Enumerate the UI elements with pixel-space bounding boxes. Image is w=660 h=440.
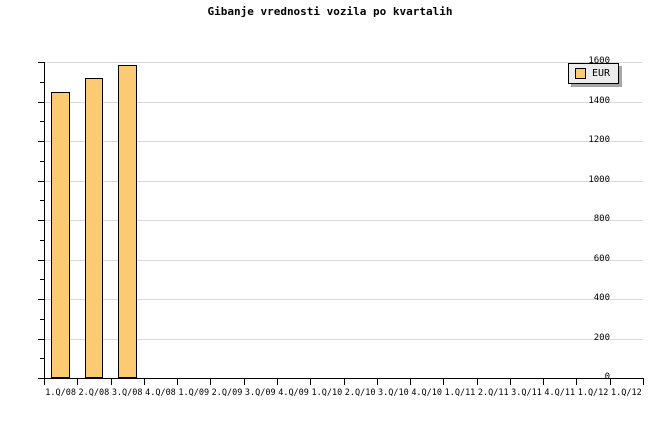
y-axis-tick-minor xyxy=(40,279,44,281)
x-axis-label: 2.Q/08 xyxy=(78,388,110,398)
y-axis-tick-major xyxy=(38,338,44,340)
y-axis-tick-minor xyxy=(40,200,44,202)
x-axis-tick xyxy=(377,379,378,385)
bar xyxy=(117,64,137,378)
y-axis-label: 1200 xyxy=(588,135,610,145)
gridline xyxy=(44,62,643,63)
y-axis-tick-major xyxy=(38,299,44,300)
x-axis-label: 3.Q/11 xyxy=(511,388,542,398)
gridline xyxy=(44,299,643,300)
gridline xyxy=(44,220,643,221)
x-axis-label: 4.Q/10 xyxy=(411,388,443,398)
x-axis-tick xyxy=(576,379,577,385)
bar xyxy=(84,77,104,378)
y-axis-label: 600 xyxy=(593,253,610,264)
x-axis-tick xyxy=(344,379,345,385)
x-axis-tick xyxy=(177,379,178,385)
x-axis-label: 4.Q/08 xyxy=(145,388,176,398)
chart-title: Gibanje vrednosti vozila po kvartalih xyxy=(207,5,453,18)
y-axis-tick-minor xyxy=(40,160,44,162)
legend-swatch-eur xyxy=(575,68,586,79)
x-axis-label: 3.Q/10 xyxy=(378,388,409,398)
x-axis-label: 1.Q/12 xyxy=(610,388,642,398)
y-axis-tick-major xyxy=(38,180,44,182)
y-axis-tick-minor xyxy=(40,358,44,360)
x-axis-tick xyxy=(610,379,611,385)
x-axis-label: 2.Q/09 xyxy=(211,388,243,398)
y-axis-tick-major xyxy=(38,220,44,221)
x-axis-tick xyxy=(643,379,644,385)
x-axis-tick xyxy=(244,379,245,385)
y-axis-label: 200 xyxy=(593,332,610,343)
x-axis-tick xyxy=(443,379,444,385)
y-axis-label: 1000 xyxy=(588,174,610,185)
y-axis-tick-minor xyxy=(40,239,44,241)
x-axis-tick xyxy=(410,379,411,385)
x-axis-tick xyxy=(477,379,478,385)
x-axis-ticks xyxy=(44,379,644,386)
y-axis-tick-major xyxy=(38,141,44,142)
y-axis-tick-minor xyxy=(40,121,44,123)
y-axis-label: 0 xyxy=(604,372,610,382)
y-axis-tick-major xyxy=(38,378,44,379)
x-axis-tick xyxy=(277,379,278,385)
x-axis-label: 4.Q/11 xyxy=(544,388,576,398)
x-axis-label: 3.Q/08 xyxy=(111,388,143,398)
y-axis-tick-major xyxy=(38,101,44,103)
bar xyxy=(51,91,70,378)
chart-legend[interactable]: EUR xyxy=(568,63,620,84)
x-axis-tick xyxy=(111,379,112,385)
x-axis-tick xyxy=(144,379,145,385)
x-axis-label: 3.Q/09 xyxy=(244,388,276,398)
y-axis-label: 1600 xyxy=(588,56,610,66)
y-axis-tick-major xyxy=(38,259,44,261)
x-axis-label: 1.Q/08 xyxy=(45,388,76,398)
gridline xyxy=(44,180,643,182)
x-axis-label: 2.Q/11 xyxy=(477,388,509,398)
plot-area xyxy=(44,62,643,379)
x-axis-label: 2.Q/10 xyxy=(344,388,376,398)
legend-label-eur: EUR xyxy=(592,68,611,79)
x-axis-tick xyxy=(210,379,211,385)
y-axis-tick-minor xyxy=(40,81,44,83)
y-axis-tick-major xyxy=(38,62,44,63)
y-axis-label: 800 xyxy=(593,214,610,224)
gridline xyxy=(44,101,643,103)
x-axis-label: 1.Q/12 xyxy=(577,388,609,398)
x-axis-label: 1.Q/09 xyxy=(178,388,210,398)
x-axis-tick xyxy=(543,379,544,385)
x-axis-tick xyxy=(310,379,311,385)
x-axis-line xyxy=(44,378,644,379)
y-axis-label: 1400 xyxy=(588,95,610,106)
y-axis-tick-minor xyxy=(40,318,44,320)
x-axis-label: 1.Q/11 xyxy=(444,388,476,398)
x-axis-tick xyxy=(510,379,511,385)
x-axis-label: 4.Q/09 xyxy=(278,388,309,398)
x-axis-label: 1.Q/10 xyxy=(311,388,343,398)
x-axis-tick xyxy=(77,379,78,385)
y-axis-ticks xyxy=(0,62,44,379)
x-axis-tick xyxy=(44,379,45,385)
gridline xyxy=(44,338,643,340)
gridline xyxy=(44,141,643,142)
gridline xyxy=(44,259,643,261)
y-axis-line xyxy=(44,62,45,379)
y-axis-label: 400 xyxy=(593,293,610,303)
